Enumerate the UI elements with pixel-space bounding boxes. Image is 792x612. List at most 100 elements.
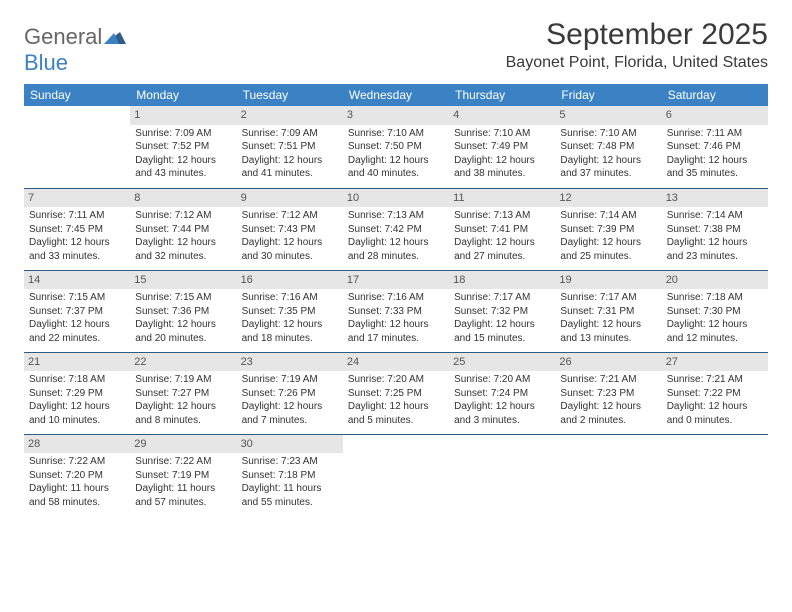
day-number: 2 [237, 106, 343, 125]
calendar-row: 1Sunrise: 7:09 AMSunset: 7:52 PMDaylight… [24, 106, 768, 188]
day-number: 30 [237, 435, 343, 454]
calendar-cell: 2Sunrise: 7:09 AMSunset: 7:51 PMDaylight… [237, 106, 343, 188]
month-title: September 2025 [506, 18, 768, 52]
calendar-cell: 20Sunrise: 7:18 AMSunset: 7:30 PMDayligh… [662, 270, 768, 352]
cell-line: Sunset: 7:38 PM [667, 223, 763, 237]
day-number: 15 [130, 271, 236, 290]
logo-text-blue: Blue [24, 50, 68, 75]
calendar-cell: 13Sunrise: 7:14 AMSunset: 7:38 PMDayligh… [662, 188, 768, 270]
calendar-row: 7Sunrise: 7:11 AMSunset: 7:45 PMDaylight… [24, 188, 768, 270]
cell-line: Sunrise: 7:09 AM [242, 127, 338, 141]
day-number: 7 [24, 189, 130, 208]
cell-line: Daylight: 12 hours and 28 minutes. [348, 236, 444, 263]
calendar-cell: 19Sunrise: 7:17 AMSunset: 7:31 PMDayligh… [555, 270, 661, 352]
cell-line: Daylight: 12 hours and 18 minutes. [242, 318, 338, 345]
calendar-body: 1Sunrise: 7:09 AMSunset: 7:52 PMDaylight… [24, 106, 768, 516]
cell-line: Sunrise: 7:21 AM [560, 373, 656, 387]
cell-line: Daylight: 12 hours and 38 minutes. [454, 154, 550, 181]
header: GeneralBlue September 2025 Bayonet Point… [24, 18, 768, 76]
cell-line: Sunset: 7:18 PM [242, 469, 338, 483]
cell-line: Daylight: 12 hours and 7 minutes. [242, 400, 338, 427]
calendar-cell: 3Sunrise: 7:10 AMSunset: 7:50 PMDaylight… [343, 106, 449, 188]
day-number: 9 [237, 189, 343, 208]
cell-line: Daylight: 12 hours and 27 minutes. [454, 236, 550, 263]
location: Bayonet Point, Florida, United States [506, 54, 768, 72]
calendar-row: 21Sunrise: 7:18 AMSunset: 7:29 PMDayligh… [24, 352, 768, 434]
day-number: 6 [662, 106, 768, 125]
calendar-cell-empty [555, 434, 661, 516]
cell-line: Sunset: 7:35 PM [242, 305, 338, 319]
cell-line: Daylight: 12 hours and 30 minutes. [242, 236, 338, 263]
calendar-cell: 11Sunrise: 7:13 AMSunset: 7:41 PMDayligh… [449, 188, 555, 270]
calendar-cell: 26Sunrise: 7:21 AMSunset: 7:23 PMDayligh… [555, 352, 661, 434]
cell-line: Sunrise: 7:12 AM [242, 209, 338, 223]
cell-line: Sunset: 7:46 PM [667, 140, 763, 154]
cell-line: Sunset: 7:26 PM [242, 387, 338, 401]
weekday-header: Friday [555, 84, 661, 106]
cell-line: Sunset: 7:20 PM [29, 469, 125, 483]
calendar-cell: 10Sunrise: 7:13 AMSunset: 7:42 PMDayligh… [343, 188, 449, 270]
cell-line: Sunrise: 7:17 AM [560, 291, 656, 305]
day-number: 27 [662, 353, 768, 372]
cell-line: Sunrise: 7:20 AM [348, 373, 444, 387]
logo-mark-icon [104, 24, 126, 50]
calendar-cell: 28Sunrise: 7:22 AMSunset: 7:20 PMDayligh… [24, 434, 130, 516]
cell-line: Sunrise: 7:17 AM [454, 291, 550, 305]
logo: GeneralBlue [24, 18, 126, 76]
calendar-cell: 12Sunrise: 7:14 AMSunset: 7:39 PMDayligh… [555, 188, 661, 270]
cell-line: Daylight: 12 hours and 8 minutes. [135, 400, 231, 427]
calendar-cell: 25Sunrise: 7:20 AMSunset: 7:24 PMDayligh… [449, 352, 555, 434]
cell-line: Sunset: 7:51 PM [242, 140, 338, 154]
cell-line: Daylight: 12 hours and 43 minutes. [135, 154, 231, 181]
cell-line: Daylight: 11 hours and 58 minutes. [29, 482, 125, 509]
cell-line: Daylight: 12 hours and 35 minutes. [667, 154, 763, 181]
cell-line: Sunset: 7:50 PM [348, 140, 444, 154]
calendar-cell-empty [24, 106, 130, 188]
calendar-cell: 24Sunrise: 7:20 AMSunset: 7:25 PMDayligh… [343, 352, 449, 434]
cell-line: Sunset: 7:37 PM [29, 305, 125, 319]
calendar-cell: 29Sunrise: 7:22 AMSunset: 7:19 PMDayligh… [130, 434, 236, 516]
calendar-cell: 30Sunrise: 7:23 AMSunset: 7:18 PMDayligh… [237, 434, 343, 516]
cell-line: Sunset: 7:29 PM [29, 387, 125, 401]
day-number: 29 [130, 435, 236, 454]
cell-line: Sunrise: 7:10 AM [348, 127, 444, 141]
cell-line: Daylight: 12 hours and 40 minutes. [348, 154, 444, 181]
cell-line: Sunrise: 7:09 AM [135, 127, 231, 141]
cell-line: Sunrise: 7:22 AM [135, 455, 231, 469]
cell-line: Daylight: 12 hours and 0 minutes. [667, 400, 763, 427]
calendar-cell: 18Sunrise: 7:17 AMSunset: 7:32 PMDayligh… [449, 270, 555, 352]
calendar-cell: 27Sunrise: 7:21 AMSunset: 7:22 PMDayligh… [662, 352, 768, 434]
cell-line: Sunset: 7:23 PM [560, 387, 656, 401]
cell-line: Sunrise: 7:18 AM [29, 373, 125, 387]
cell-line: Sunrise: 7:13 AM [348, 209, 444, 223]
cell-line: Sunset: 7:44 PM [135, 223, 231, 237]
cell-line: Sunrise: 7:13 AM [454, 209, 550, 223]
cell-line: Sunset: 7:30 PM [667, 305, 763, 319]
cell-line: Sunset: 7:42 PM [348, 223, 444, 237]
calendar-cell: 9Sunrise: 7:12 AMSunset: 7:43 PMDaylight… [237, 188, 343, 270]
calendar-cell: 21Sunrise: 7:18 AMSunset: 7:29 PMDayligh… [24, 352, 130, 434]
day-number: 22 [130, 353, 236, 372]
day-number: 28 [24, 435, 130, 454]
cell-line: Daylight: 12 hours and 33 minutes. [29, 236, 125, 263]
cell-line: Sunrise: 7:11 AM [29, 209, 125, 223]
calendar-row: 28Sunrise: 7:22 AMSunset: 7:20 PMDayligh… [24, 434, 768, 516]
day-number: 4 [449, 106, 555, 125]
cell-line: Daylight: 12 hours and 10 minutes. [29, 400, 125, 427]
cell-line: Daylight: 11 hours and 57 minutes. [135, 482, 231, 509]
cell-line: Sunrise: 7:20 AM [454, 373, 550, 387]
cell-line: Sunset: 7:24 PM [454, 387, 550, 401]
cell-line: Daylight: 12 hours and 12 minutes. [667, 318, 763, 345]
day-number: 16 [237, 271, 343, 290]
cell-line: Sunrise: 7:23 AM [242, 455, 338, 469]
cell-line: Sunset: 7:41 PM [454, 223, 550, 237]
day-number: 5 [555, 106, 661, 125]
day-number: 13 [662, 189, 768, 208]
cell-line: Daylight: 12 hours and 15 minutes. [454, 318, 550, 345]
calendar-cell: 8Sunrise: 7:12 AMSunset: 7:44 PMDaylight… [130, 188, 236, 270]
weekday-header: Saturday [662, 84, 768, 106]
calendar-cell: 15Sunrise: 7:15 AMSunset: 7:36 PMDayligh… [130, 270, 236, 352]
calendar-cell-empty [662, 434, 768, 516]
cell-line: Daylight: 12 hours and 20 minutes. [135, 318, 231, 345]
cell-line: Sunset: 7:48 PM [560, 140, 656, 154]
